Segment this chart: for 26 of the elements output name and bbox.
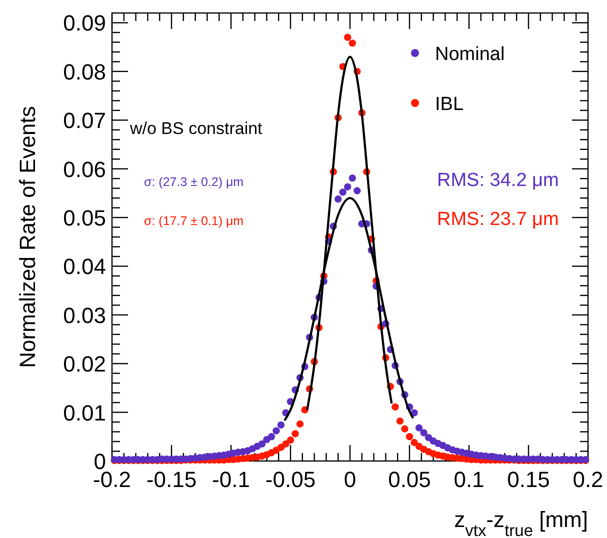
y-tick-label: 0.03 — [63, 302, 106, 328]
annotation: RMS: 23.7 μm — [437, 209, 559, 230]
y-tick-label: 0.05 — [63, 206, 106, 231]
x-tick-label: 0 — [344, 467, 356, 492]
legend-label: IBL — [435, 94, 464, 115]
x-tick-label: -0.05 — [265, 467, 316, 492]
x-axis-title: z$_{vtx}$-z$_{true}$ [mm] — [454, 507, 588, 538]
legend-label: Nominal — [435, 44, 505, 65]
annotation: σ: (17.7 ± 0.1) μm — [144, 214, 244, 228]
y-tick-label: 0.01 — [63, 400, 106, 426]
x-tick-label: -0.1 — [212, 467, 250, 492]
y-tick-label: 0.06 — [63, 156, 106, 182]
annotation: w/o BS constraint — [129, 119, 263, 138]
y-tick-label: 0.07 — [63, 108, 106, 134]
x-tick-label: -0.15 — [146, 467, 197, 492]
y-axis-title: Normalized Rate of Events — [15, 106, 40, 368]
x-tick-label: 0.2 — [572, 467, 604, 492]
y-tick-label: 0.08 — [63, 59, 106, 84]
x-tick-label: 0.1 — [454, 467, 484, 492]
y-tick-label: 0.09 — [63, 10, 106, 36]
annotation: RMS: 34.2 μm — [437, 170, 559, 191]
y-tick-label: 0.02 — [63, 352, 106, 377]
y-tick-label: 0.04 — [63, 254, 106, 280]
annotation: σ: (27.3 ± 0.2) μm — [144, 175, 244, 189]
x-tick-label: 0.05 — [388, 467, 431, 492]
x-tick-label: 0.15 — [507, 467, 550, 492]
